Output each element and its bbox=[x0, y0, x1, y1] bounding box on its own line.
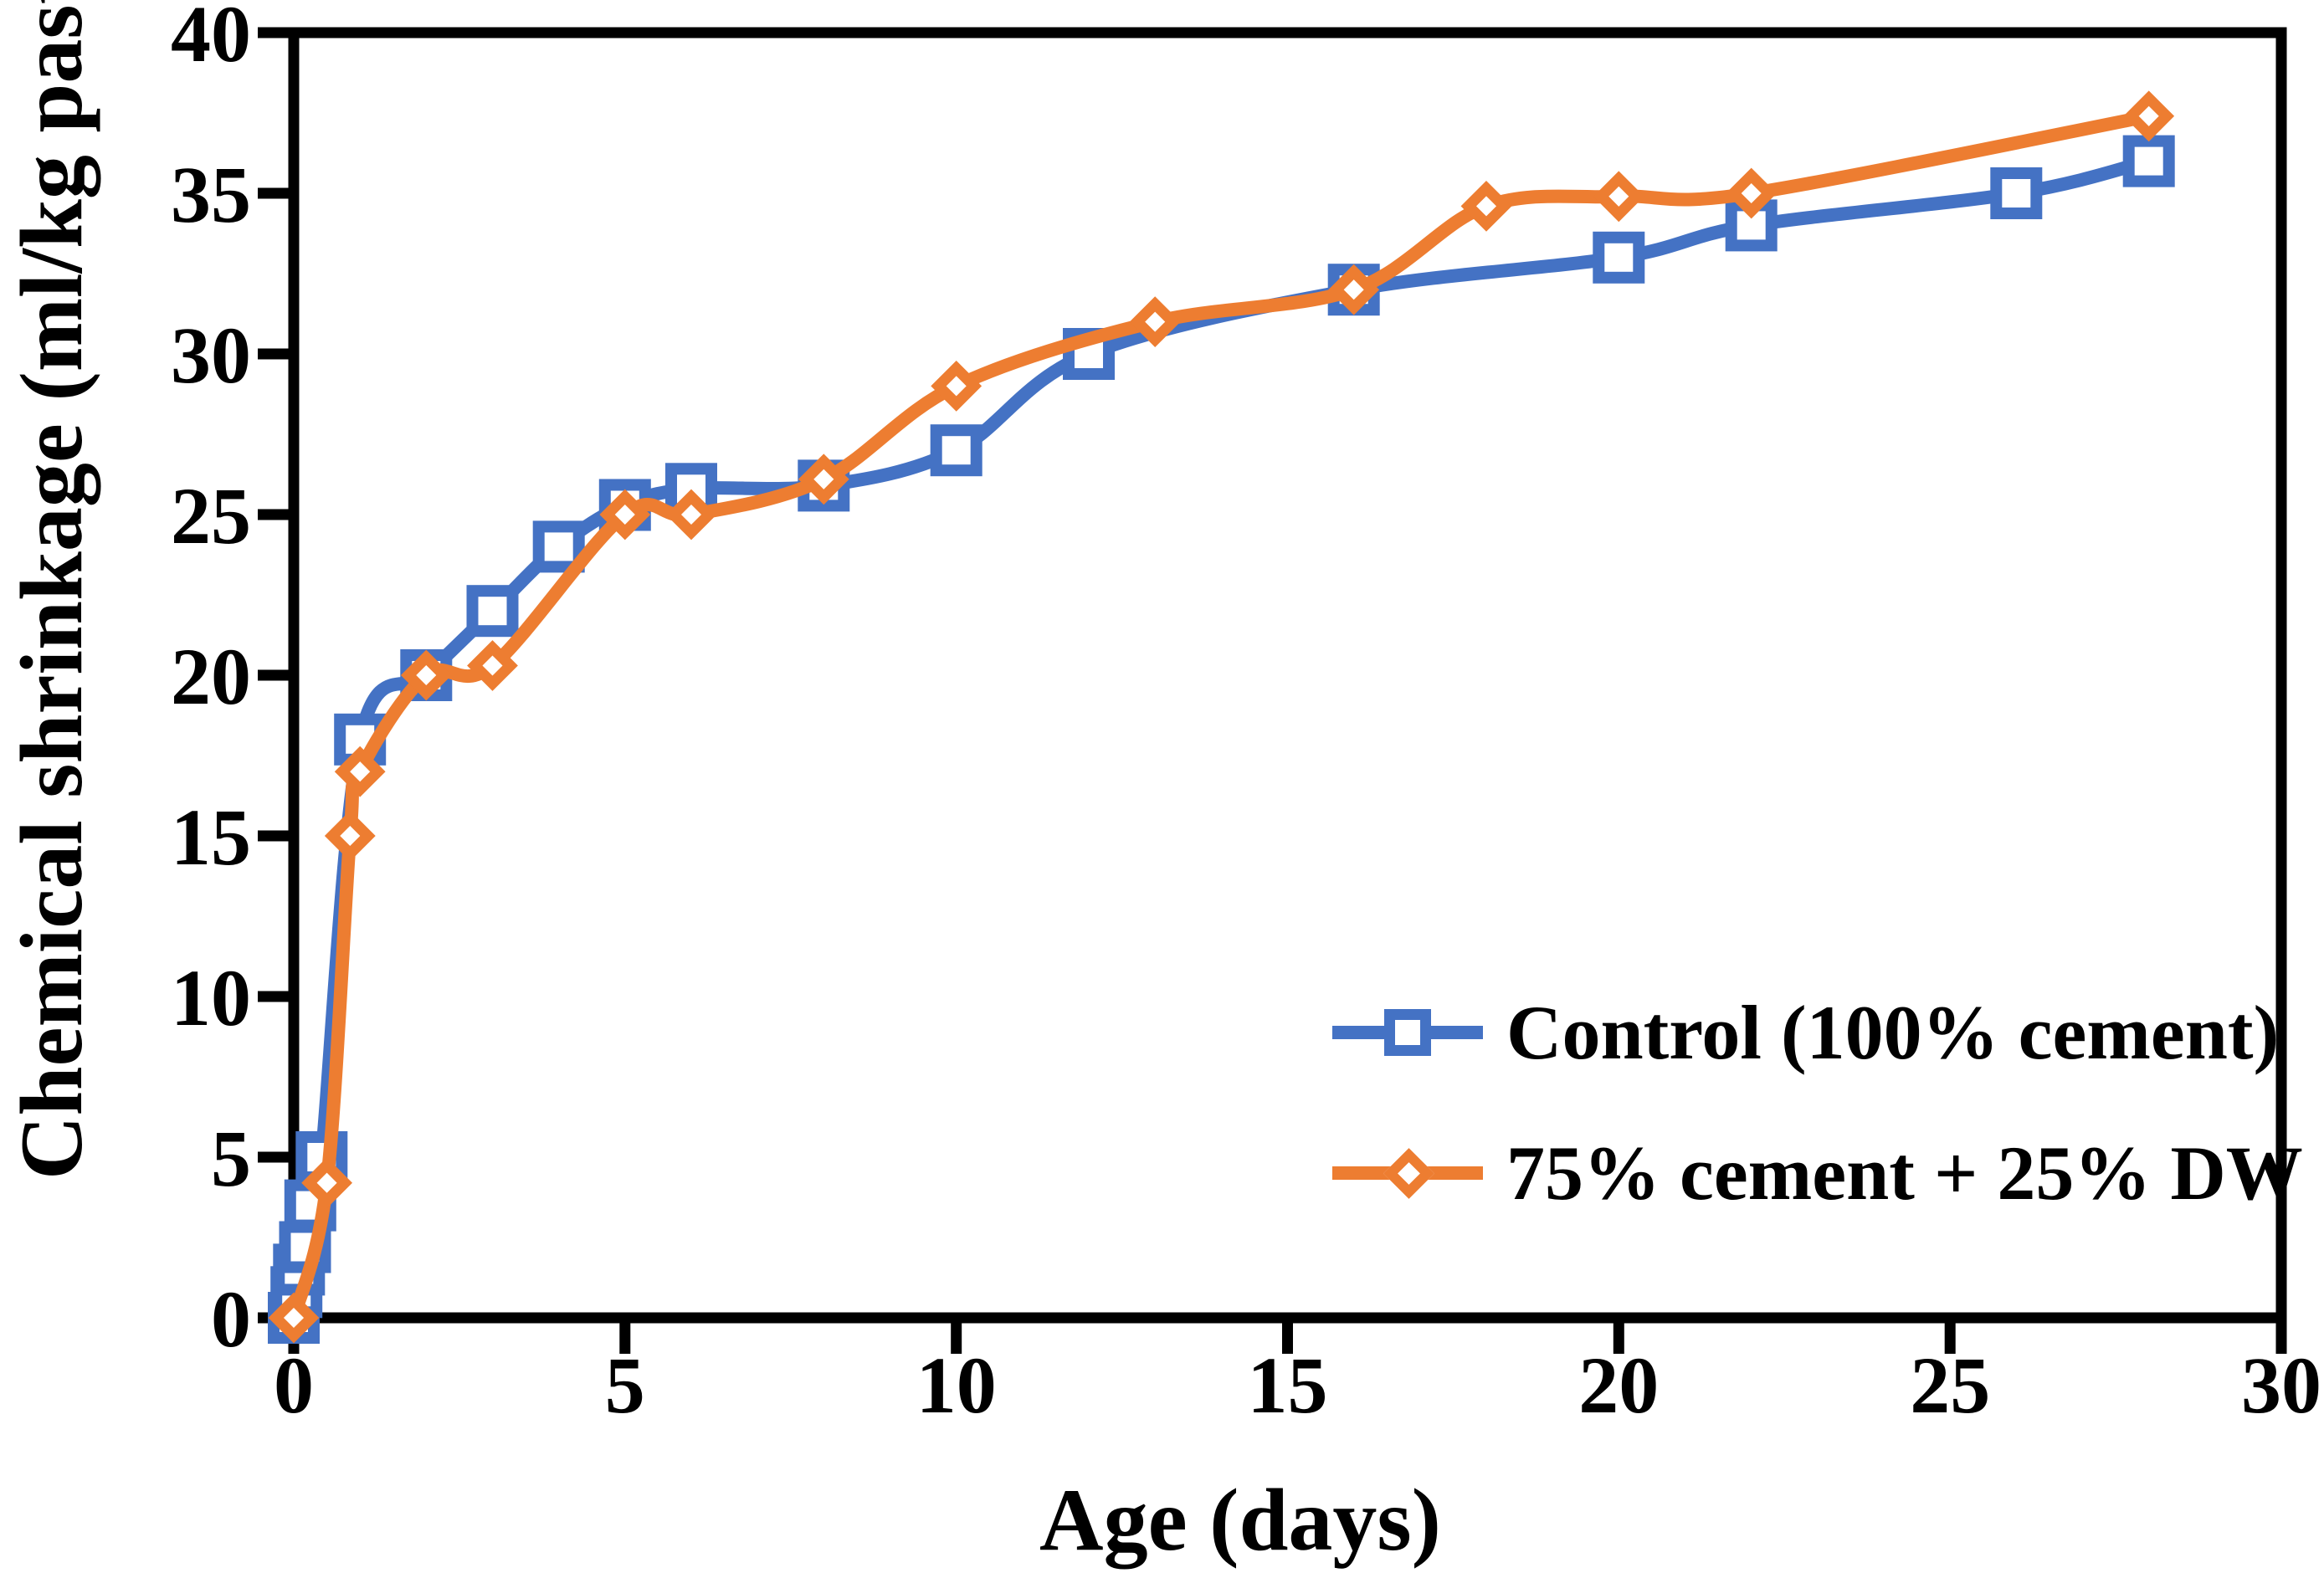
data-point-marker bbox=[1460, 180, 1512, 232]
x-axis-title: Age (days) bbox=[1039, 1471, 1441, 1569]
y-tick-label: 0 bbox=[211, 1274, 251, 1364]
data-point-marker bbox=[1593, 231, 1645, 284]
y-tick-label: 35 bbox=[171, 150, 251, 239]
x-tick-label: 15 bbox=[1248, 1340, 1328, 1430]
legend-square-marker-icon bbox=[1384, 1009, 1431, 1056]
data-point-marker bbox=[301, 1157, 353, 1209]
data-point-marker bbox=[2122, 135, 2175, 187]
data-point-marker bbox=[599, 489, 651, 541]
x-tick-label: 20 bbox=[1578, 1340, 1659, 1430]
data-point-marker bbox=[400, 649, 452, 701]
y-axis-title: Chemical shrinkage (ml/kg paste) bbox=[3, 0, 100, 1180]
x-tick-label: 10 bbox=[916, 1340, 997, 1430]
legend-item-control: Control (100% cement) bbox=[1332, 962, 2303, 1103]
y-tick-label: 40 bbox=[171, 0, 251, 79]
legend-label-control: Control (100% cement) bbox=[1506, 990, 2280, 1075]
legend-item-dw: 75% cement + 25% DW bbox=[1332, 1103, 2303, 1243]
legend-label-dw: 75% cement + 25% DW bbox=[1506, 1130, 2303, 1216]
data-point-marker bbox=[665, 489, 717, 541]
y-tick-label: 5 bbox=[211, 1114, 251, 1203]
data-point-marker bbox=[1726, 167, 1778, 219]
data-point-marker bbox=[931, 360, 982, 412]
y-tick-label: 20 bbox=[171, 632, 251, 721]
legend-sample-dw bbox=[1332, 1145, 1483, 1201]
y-tick-label: 30 bbox=[171, 310, 251, 400]
data-point-marker bbox=[467, 640, 518, 691]
data-point-marker bbox=[466, 585, 519, 638]
x-tick-label: 5 bbox=[605, 1340, 645, 1430]
data-point-marker bbox=[1129, 296, 1181, 348]
data-point-marker bbox=[268, 1292, 320, 1344]
y-tick-label: 25 bbox=[171, 471, 251, 561]
data-point-marker bbox=[532, 520, 585, 573]
legend: Control (100% cement) 75% cement + 25% D… bbox=[1332, 962, 2303, 1243]
data-point-marker bbox=[798, 453, 849, 505]
x-tick-label: 25 bbox=[1910, 1340, 1990, 1430]
x-tick-label: 0 bbox=[274, 1340, 314, 1430]
legend-sample-control bbox=[1332, 1005, 1483, 1060]
data-point-marker bbox=[1990, 167, 2043, 219]
data-point-marker bbox=[930, 424, 982, 477]
x-tick-label: 30 bbox=[2241, 1340, 2321, 1430]
data-point-marker bbox=[1593, 171, 1644, 223]
data-point-marker bbox=[2123, 90, 2175, 142]
data-point-marker bbox=[1328, 264, 1380, 315]
y-tick-label: 15 bbox=[171, 792, 251, 882]
data-point-marker bbox=[334, 746, 386, 797]
y-tick-label: 10 bbox=[171, 953, 251, 1043]
legend-diamond-marker-icon bbox=[1383, 1148, 1434, 1199]
data-point-marker bbox=[324, 810, 376, 862]
